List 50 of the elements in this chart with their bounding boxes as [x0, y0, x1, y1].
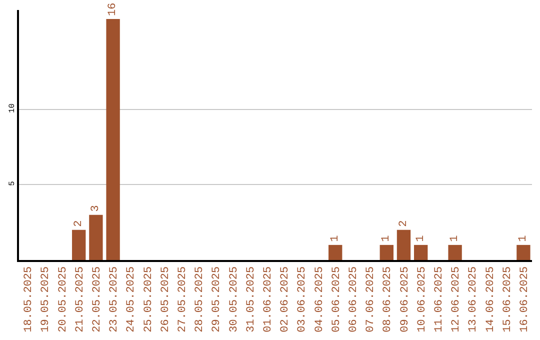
x-tick-label: 07.06.2025: [365, 266, 378, 332]
x-tick-label: 12.06.2025: [450, 266, 463, 332]
x-tick-label: 29.05.2025: [211, 266, 224, 332]
x-tick-label: 20.05.2025: [57, 266, 70, 332]
data-label: 16: [107, 2, 120, 16]
data-label: 1: [414, 234, 427, 242]
x-tick-label: 19.05.2025: [40, 266, 52, 332]
x-tick-label: 03.06.2025: [296, 266, 309, 332]
data-label: 1: [517, 234, 530, 242]
x-tick-label: 24.05.2025: [126, 266, 138, 332]
bar: [106, 19, 120, 260]
x-tick-label: 10.06.2025: [416, 266, 428, 332]
x-tick-label: 21.05.2025: [74, 266, 86, 332]
x-tick-label: 30.05.2025: [228, 266, 240, 332]
x-tick-label: 22.05.2025: [92, 266, 104, 332]
y-tick-label: 10: [8, 103, 17, 114]
x-tick-label: 08.06.2025: [382, 266, 394, 332]
bar: [328, 244, 342, 260]
x-tick-label: 05.06.2025: [330, 266, 343, 332]
x-tick-label: 14.06.2025: [484, 266, 497, 332]
bar: [89, 214, 103, 260]
x-tick-label: 15.06.2025: [502, 266, 514, 332]
data-label: 1: [449, 234, 462, 242]
x-tick-label: 28.05.2025: [194, 266, 206, 332]
data-label: 2: [398, 220, 410, 227]
bar: [72, 230, 86, 260]
x-tick-label: 09.06.2025: [399, 266, 412, 332]
bar: [380, 244, 394, 260]
x-tick-label: 04.06.2025: [314, 266, 326, 332]
bar: [448, 244, 462, 260]
x-tick-label: 31.05.2025: [245, 266, 258, 332]
bar: [414, 244, 428, 260]
y-tick-label: 5: [8, 180, 17, 186]
x-tick-label: 16.06.2025: [519, 266, 532, 332]
x-tick-label: 26.05.2025: [160, 266, 172, 332]
x-tick-label: 13.06.2025: [468, 266, 480, 332]
x-tick-label: 18.05.2025: [23, 266, 36, 332]
x-tick-label: 11.06.2025: [434, 266, 446, 332]
bar: [516, 244, 530, 260]
x-tick-label: 02.06.2025: [280, 266, 292, 332]
data-label: 1: [380, 234, 393, 242]
x-tick-label: 23.05.2025: [108, 266, 121, 332]
data-label: 3: [90, 205, 102, 212]
x-tick-label: 06.06.2025: [348, 266, 360, 332]
data-label: 2: [72, 220, 85, 227]
bar: [396, 230, 411, 260]
x-tick-label: 25.05.2025: [142, 266, 155, 332]
data-label: 1: [329, 234, 342, 242]
x-tick-label: 27.05.2025: [177, 266, 190, 332]
x-tick-label: 01.06.2025: [262, 266, 275, 332]
